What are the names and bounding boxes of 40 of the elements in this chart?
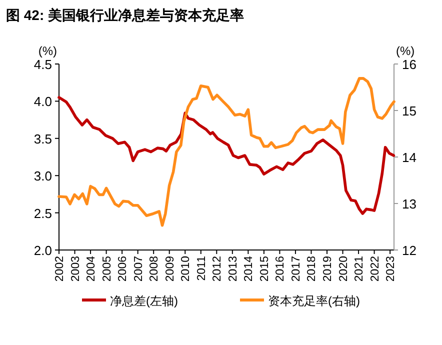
y-tick-label: 4.5 bbox=[34, 57, 52, 72]
x-tick-label: 2009 bbox=[164, 256, 176, 282]
x-tick-label: 2022 bbox=[369, 256, 382, 282]
legend-label: 资本充足率(右轴) bbox=[268, 294, 360, 308]
x-tick-label: 2002 bbox=[54, 256, 66, 282]
x-tick-label: 2021 bbox=[354, 256, 366, 282]
y2-tick-label: 16 bbox=[402, 57, 416, 72]
x-tick-label: 2019 bbox=[322, 256, 334, 282]
y-tick-label: 2.5 bbox=[34, 206, 52, 221]
y-tick-label: 2.0 bbox=[34, 243, 52, 258]
x-tick-label: 2011 bbox=[196, 256, 208, 281]
x-tick-label: 2006 bbox=[117, 256, 130, 282]
y2-tick-label: 12 bbox=[402, 243, 416, 258]
x-tick-label: 2017 bbox=[290, 256, 302, 282]
x-tick-label: 2018 bbox=[306, 256, 318, 282]
chart-title: 图 42: 美国银行业净息差与资本充足率 bbox=[6, 7, 244, 23]
x-tick-label: 2008 bbox=[148, 256, 161, 282]
y-axis-title: (%) bbox=[38, 44, 57, 58]
x-tick-label: 2020 bbox=[338, 256, 350, 282]
x-tick-label: 2012 bbox=[212, 256, 224, 282]
line-series bbox=[58, 77, 396, 227]
y-tick-label: 4.0 bbox=[34, 94, 52, 110]
x-tick-label: 2013 bbox=[227, 256, 240, 282]
x-tick-label: 2004 bbox=[86, 255, 98, 282]
x-tick-label: 2015 bbox=[258, 256, 271, 282]
legend-label: 净息差(左轴) bbox=[110, 294, 178, 308]
x-tick-label: 2010 bbox=[180, 256, 192, 282]
y2-axis-title: (%) bbox=[396, 44, 415, 58]
x-tick-label: 2016 bbox=[274, 256, 287, 282]
y2-tick-label: 14 bbox=[402, 150, 416, 165]
line-series bbox=[58, 96, 396, 215]
y-tick-label: 3.0 bbox=[34, 168, 52, 184]
y2-tick-label: 13 bbox=[402, 196, 416, 212]
x-tick-label: 2014 bbox=[243, 255, 256, 282]
y-tick-label: 3.5 bbox=[34, 131, 52, 146]
y2-tick-label: 15 bbox=[402, 104, 416, 118]
x-tick-label: 2003 bbox=[70, 256, 82, 282]
x-tick-label: 2023 bbox=[385, 256, 398, 282]
x-tick-label: 2007 bbox=[132, 256, 145, 282]
x-tick-label: 2005 bbox=[101, 256, 114, 282]
